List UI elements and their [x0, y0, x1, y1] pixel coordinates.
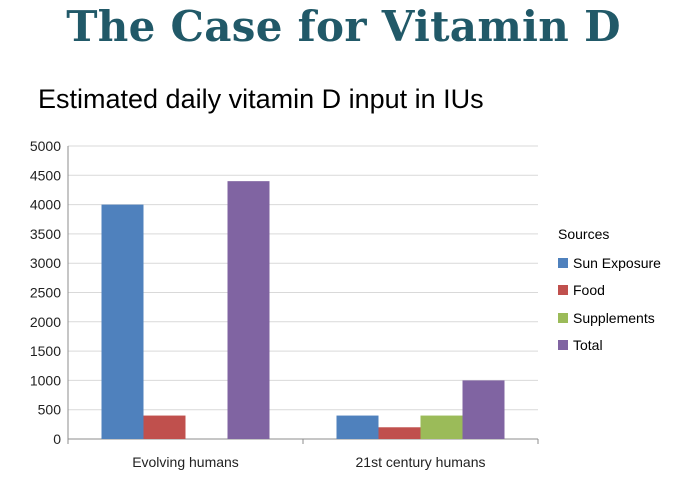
legend-label: Food	[573, 282, 605, 299]
y-tick-label: 3000	[30, 255, 61, 271]
y-tick-label: 5000	[30, 138, 61, 154]
bar-supplements	[420, 415, 463, 439]
y-tick-label: 3500	[30, 226, 61, 242]
legend-item: Total	[558, 332, 661, 360]
y-tick-label: 2000	[30, 314, 61, 330]
bar-total	[227, 181, 270, 439]
bar-sun-exposure	[336, 415, 379, 439]
bar-total	[462, 380, 505, 439]
y-tick-label: 4000	[30, 197, 61, 213]
legend-label: Supplements	[573, 309, 655, 326]
y-tick-label: 0	[53, 431, 61, 447]
bar-sun-exposure	[101, 204, 144, 439]
chart-title: Estimated daily vitamin D input in IUs	[38, 84, 484, 114]
legend-item: Supplements	[558, 304, 661, 332]
y-tick-label: 1000	[30, 372, 61, 388]
y-tick-label: 4500	[30, 167, 61, 183]
legend-label: Total	[573, 337, 603, 354]
legend-item: Food	[558, 277, 661, 305]
legend-swatch	[558, 285, 568, 296]
y-tick-label: 1500	[30, 343, 61, 359]
x-tick-label: 21st century humans	[356, 454, 486, 470]
slide-title: The Case for Vitamin D	[66, 2, 621, 51]
legend-title: Sources	[558, 226, 610, 242]
y-tick-label: 2500	[30, 285, 61, 301]
legend-item: Sun Exposure	[558, 249, 661, 277]
legend-label: Sun Exposure	[573, 254, 661, 271]
y-tick-label: 500	[38, 402, 62, 418]
bar-food	[378, 427, 421, 439]
chart-legend: Sources Sun Exposure Food Supplements Total	[558, 226, 661, 359]
x-tick-label: Evolving humans	[132, 454, 239, 470]
legend-swatch	[558, 257, 568, 268]
legend-swatch	[558, 340, 568, 351]
bar-food	[143, 415, 186, 439]
legend-swatch	[558, 312, 568, 323]
